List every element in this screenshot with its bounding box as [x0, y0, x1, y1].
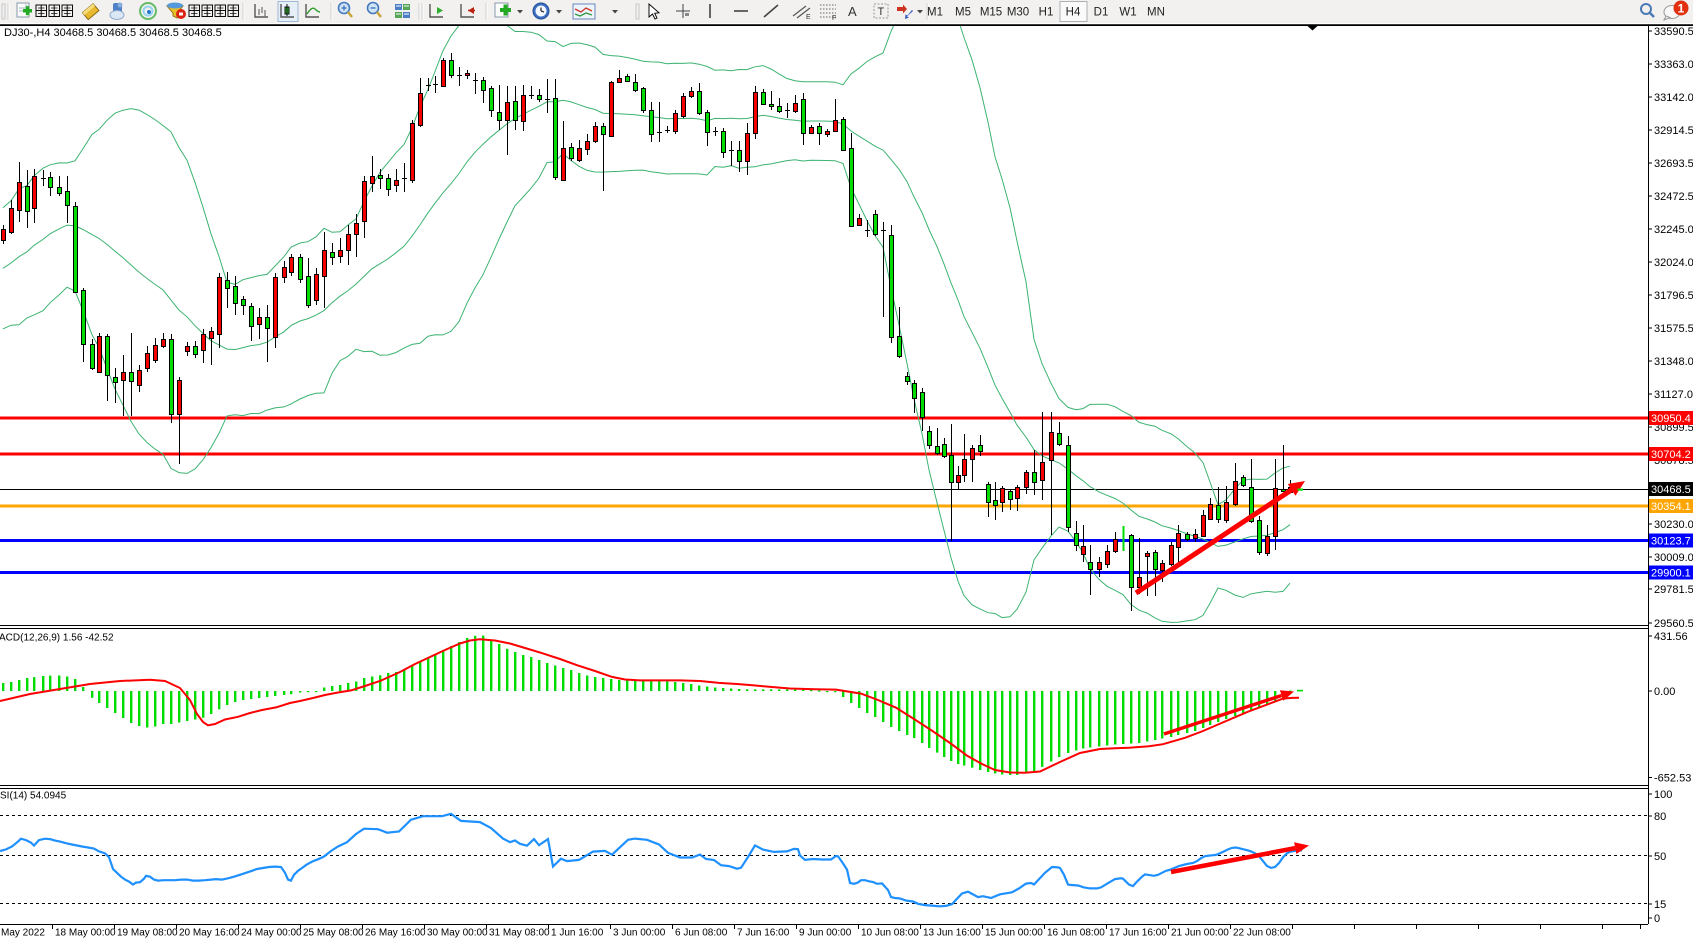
svg-text:DJ30-,H4 30468.5 30468.5 3046: DJ30-,H4 30468.5 30468.5 30468.5 30468.5 [4, 27, 222, 39]
svg-text:19 May 08:00: 19 May 08:00 [117, 928, 178, 938]
svg-text:30 May 00:00: 30 May 00:00 [427, 928, 488, 938]
svg-text:M30: M30 [1007, 7, 1029, 19]
svg-text:W1: W1 [1119, 7, 1136, 19]
svg-text:10 Jun 08:00: 10 Jun 08:00 [861, 928, 919, 938]
svg-text:431.56: 431.56 [1654, 631, 1688, 643]
svg-text:100: 100 [1654, 789, 1672, 801]
svg-text:M5: M5 [955, 7, 971, 19]
svg-text:30123.7: 30123.7 [1651, 536, 1691, 548]
svg-text:13 Jun 16:00: 13 Jun 16:00 [923, 928, 981, 938]
svg-text:26 May 16:00: 26 May 16:00 [365, 928, 426, 938]
svg-text:17 Jun 16:00: 17 Jun 16:00 [1109, 928, 1167, 938]
svg-text:A: A [848, 4, 857, 19]
svg-text:6 Jun 08:00: 6 Jun 08:00 [675, 928, 728, 938]
svg-text:30354.1: 30354.1 [1651, 501, 1691, 513]
svg-text:31575.5: 31575.5 [1654, 323, 1693, 335]
svg-text:SI(14) 54.0945: SI(14) 54.0945 [0, 791, 67, 802]
svg-text:30704.2: 30704.2 [1651, 449, 1691, 461]
svg-text:32914.5: 32914.5 [1654, 125, 1693, 137]
svg-text:29781.5: 29781.5 [1654, 584, 1693, 596]
svg-text:32693.5: 32693.5 [1654, 158, 1693, 170]
svg-text:H4: H4 [1066, 7, 1081, 19]
svg-text:30468.5: 30468.5 [1651, 484, 1691, 496]
svg-text:D1: D1 [1094, 7, 1109, 19]
svg-text:29560.5: 29560.5 [1654, 618, 1693, 630]
svg-text:H1: H1 [1039, 7, 1054, 19]
svg-text:20 May 16:00: 20 May 16:00 [179, 928, 240, 938]
svg-text:3 Jun 00:00: 3 Jun 00:00 [613, 928, 666, 938]
svg-text:ACD(12,26,9) 1.56 -42.52: ACD(12,26,9) 1.56 -42.52 [0, 633, 114, 644]
svg-text:33142.0: 33142.0 [1654, 92, 1693, 104]
svg-text:30230.0: 30230.0 [1654, 519, 1693, 531]
svg-text:-652.53: -652.53 [1654, 773, 1691, 785]
svg-text:15: 15 [1654, 899, 1666, 911]
svg-text:33590.5: 33590.5 [1654, 26, 1693, 38]
svg-text:31348.0: 31348.0 [1654, 356, 1693, 368]
svg-text:50: 50 [1654, 851, 1666, 863]
svg-text:1: 1 [1678, 2, 1685, 16]
svg-text:33363.0: 33363.0 [1654, 59, 1693, 71]
svg-text:22 Jun 08:00: 22 Jun 08:00 [1233, 928, 1291, 938]
svg-text:21 Jun 00:00: 21 Jun 00:00 [1171, 928, 1229, 938]
svg-text:31 May 08:00: 31 May 08:00 [489, 928, 550, 938]
svg-text:30009.0: 30009.0 [1654, 552, 1693, 564]
svg-text:32024.0: 32024.0 [1654, 257, 1693, 269]
svg-text:7 Jun 16:00: 7 Jun 16:00 [737, 928, 790, 938]
svg-text:F: F [832, 15, 836, 22]
svg-text:25 May 08:00: 25 May 08:00 [303, 928, 364, 938]
svg-text:M1: M1 [927, 7, 943, 19]
svg-text:May 2022: May 2022 [1, 928, 45, 938]
svg-text:M15: M15 [980, 7, 1002, 19]
svg-text:0: 0 [1654, 913, 1660, 925]
svg-text:MN: MN [1147, 7, 1165, 19]
svg-text:15 Jun 00:00: 15 Jun 00:00 [985, 928, 1043, 938]
svg-text:32245.0: 32245.0 [1654, 224, 1693, 236]
svg-text:E: E [806, 14, 811, 21]
svg-text:30950.4: 30950.4 [1651, 413, 1691, 425]
svg-text:31127.0: 31127.0 [1654, 389, 1693, 401]
svg-text:18 May 00:00: 18 May 00:00 [55, 928, 116, 938]
svg-text:32472.5: 32472.5 [1654, 191, 1693, 203]
svg-text:31796.5: 31796.5 [1654, 290, 1693, 302]
svg-text:0.00: 0.00 [1654, 686, 1675, 698]
svg-text:24 May 00:00: 24 May 00:00 [241, 928, 302, 938]
svg-text:29900.1: 29900.1 [1651, 568, 1691, 580]
svg-text:T: T [878, 6, 885, 18]
svg-text:16 Jun 08:00: 16 Jun 08:00 [1047, 928, 1105, 938]
svg-text:80: 80 [1654, 811, 1666, 823]
svg-text:1 Jun 16:00: 1 Jun 16:00 [551, 928, 604, 938]
svg-text:9 Jun 00:00: 9 Jun 00:00 [799, 928, 852, 938]
